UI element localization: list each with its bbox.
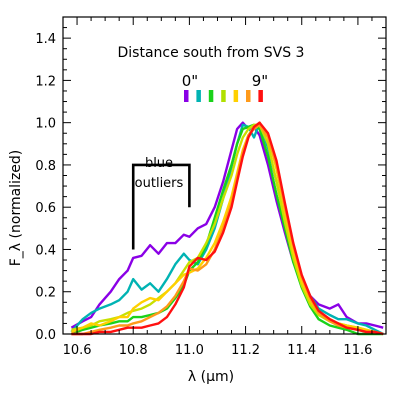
y-tick-label: 0.6	[35, 201, 56, 216]
color-legend-swatches	[184, 90, 263, 102]
chart-title: Distance south from SVS 3	[118, 45, 305, 61]
y-tick-label: 1.0	[35, 117, 56, 132]
outlier-bracket	[131, 163, 191, 250]
y-tick-label: 0.4	[35, 243, 56, 258]
series-line-2	[70, 121, 384, 336]
x-tick-label: 11.6	[343, 343, 372, 358]
annotation-line-2: outliers	[135, 176, 184, 191]
x-tick-label: 10.8	[119, 343, 148, 358]
series-line-4	[71, 123, 384, 336]
legend-start-label: 0"	[182, 72, 198, 90]
series-line-5	[70, 121, 384, 336]
y-tick-label: 0.2	[35, 286, 56, 301]
series-layer	[70, 121, 384, 336]
axis-ticks	[63, 17, 387, 335]
series-line-6	[71, 123, 384, 336]
x-axis-label: λ (μm)	[188, 369, 234, 385]
series-line-7	[71, 121, 384, 336]
y-tick-label: 1.2	[35, 74, 56, 89]
x-tick-label: 11.4	[287, 343, 316, 358]
legend-swatch	[258, 90, 263, 102]
axis-tick-labels: 10.6 10.8 11.0 11.2 11.4 11.6 0.0 0.2 0.4 0.6 0.8 1…	[35, 32, 372, 358]
y-tick-label: 1.4	[35, 32, 56, 47]
y-axis-label: F_λ (normalized)	[8, 150, 24, 267]
x-tick-label: 10.6	[63, 343, 92, 358]
legend-swatch	[233, 90, 239, 102]
y-tick-label: 0.0	[35, 328, 56, 343]
blue-outliers-annotation: blue outliers	[131, 156, 191, 250]
series-line-3	[70, 123, 384, 336]
x-tick-label: 11.0	[175, 343, 204, 358]
x-tick-label: 11.2	[231, 343, 260, 358]
legend-swatch	[246, 90, 251, 102]
legend-swatch	[184, 90, 189, 102]
legend-swatch	[196, 90, 201, 102]
annotation-line-1: blue	[145, 156, 173, 171]
y-tick-label: 0.8	[35, 159, 56, 174]
legend-end-label: 9"	[252, 72, 268, 90]
legend-swatch	[208, 90, 214, 102]
legend-swatch	[221, 90, 226, 102]
series-line-1	[70, 121, 384, 329]
